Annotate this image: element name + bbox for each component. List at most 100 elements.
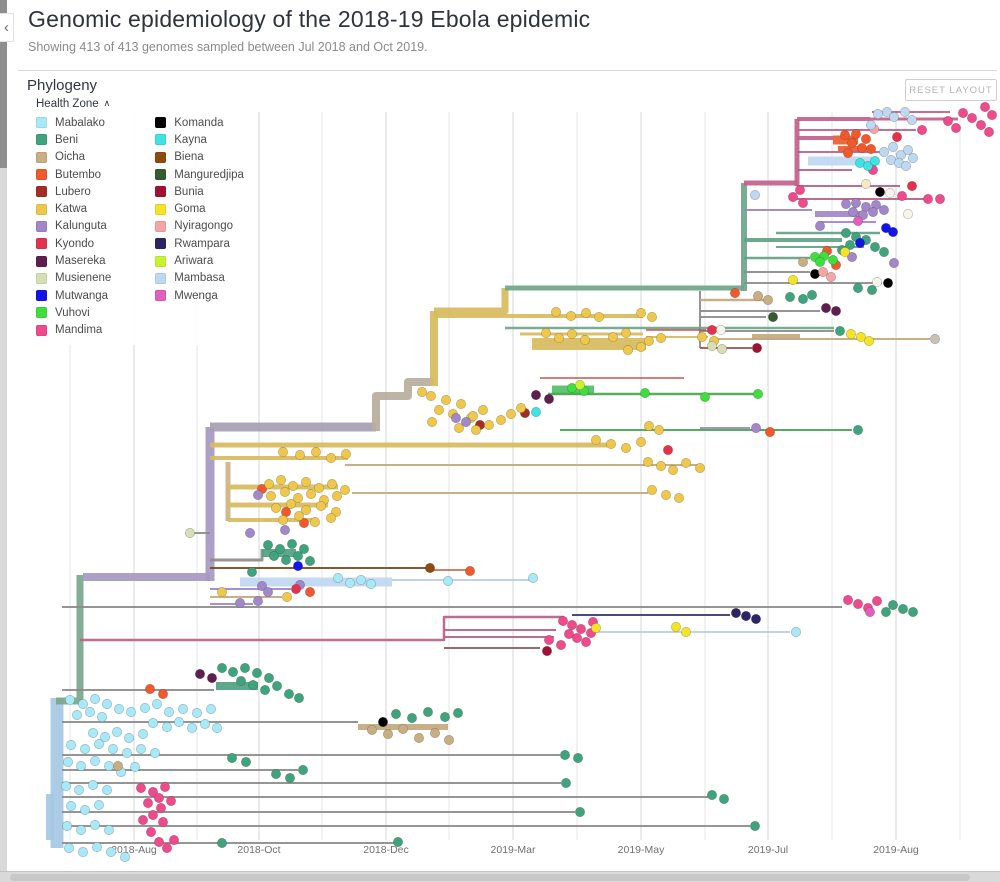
tree-tip[interactable] xyxy=(718,793,729,804)
tree-tip[interactable] xyxy=(274,543,285,554)
tree-tip[interactable] xyxy=(174,716,185,727)
tree-tip[interactable] xyxy=(560,777,571,788)
tree-tip[interactable] xyxy=(158,816,169,827)
tree-tip[interactable] xyxy=(620,442,631,453)
tree-tip[interactable] xyxy=(605,438,616,449)
tree-tip[interactable] xyxy=(277,514,288,525)
tree-tip[interactable] xyxy=(164,706,175,717)
tree-tip[interactable] xyxy=(406,712,417,723)
tree-tip[interactable] xyxy=(639,387,650,398)
tree-tip[interactable] xyxy=(797,293,808,304)
tree-tip[interactable] xyxy=(339,484,350,495)
tree-tip[interactable] xyxy=(845,328,856,339)
legend-item[interactable]: Bunia xyxy=(149,183,244,200)
tree-tip[interactable] xyxy=(842,148,853,159)
tree-tip[interactable] xyxy=(145,683,156,694)
tree-tip[interactable] xyxy=(751,342,762,353)
tree-tip[interactable] xyxy=(122,747,133,758)
tree-tip[interactable] xyxy=(154,792,165,803)
tree-tip[interactable] xyxy=(94,799,105,810)
tree-tip[interactable] xyxy=(97,711,108,722)
tree-tip[interactable] xyxy=(888,112,899,123)
tree-tip[interactable] xyxy=(752,388,763,399)
tree-tip[interactable] xyxy=(794,185,805,196)
legend-item[interactable]: Ariwara xyxy=(149,252,244,269)
tree-tip[interactable] xyxy=(90,755,101,766)
tree-tip[interactable] xyxy=(62,756,73,767)
legend-colorby-toggle[interactable]: Health Zone ∧ xyxy=(36,98,244,111)
tree-tip[interactable] xyxy=(293,510,304,521)
tree-tip[interactable] xyxy=(878,205,889,216)
tree-tip[interactable] xyxy=(138,814,149,825)
tree-tip[interactable] xyxy=(156,802,167,813)
tree-tip[interactable] xyxy=(271,680,282,691)
tree-tip[interactable] xyxy=(143,797,154,808)
tree-tip[interactable] xyxy=(94,738,105,749)
tree-tip[interactable] xyxy=(706,340,717,351)
tree-tip[interactable] xyxy=(65,694,76,705)
tree-tip[interactable] xyxy=(844,240,855,251)
tree-tip[interactable] xyxy=(580,307,591,318)
tree-tip[interactable] xyxy=(750,422,761,433)
tree-tip[interactable] xyxy=(852,598,863,609)
tree-tip[interactable] xyxy=(298,517,309,528)
tree-tip[interactable] xyxy=(285,498,296,509)
tree-tip[interactable] xyxy=(326,478,337,489)
legend-item[interactable]: Biena xyxy=(149,149,244,166)
tree-tip[interactable] xyxy=(422,706,433,717)
tree-tip[interactable] xyxy=(840,199,851,210)
legend-item[interactable]: Beni xyxy=(30,131,111,148)
tree-tip[interactable] xyxy=(814,221,825,232)
tree-tip[interactable] xyxy=(869,156,880,167)
tree-tip[interactable] xyxy=(975,120,986,131)
tree-tip[interactable] xyxy=(247,566,258,577)
tree-tip[interactable] xyxy=(846,138,857,149)
tree-tip[interactable] xyxy=(178,703,189,714)
tree-tip[interactable] xyxy=(140,702,151,713)
tree-tip[interactable] xyxy=(839,247,850,258)
tree-tip[interactable] xyxy=(642,456,653,467)
tree-tip[interactable] xyxy=(297,764,308,775)
tree-tip[interactable] xyxy=(680,626,691,637)
tree-tip[interactable] xyxy=(670,621,681,632)
tree-tip[interactable] xyxy=(834,325,845,336)
tree-tip[interactable] xyxy=(287,480,298,491)
tree-tip[interactable] xyxy=(148,717,159,728)
tree-tip[interactable] xyxy=(426,416,437,427)
tree-tip[interactable] xyxy=(820,302,831,313)
tree-tip[interactable] xyxy=(887,227,898,238)
tree-tip[interactable] xyxy=(729,287,740,298)
tree-tip[interactable] xyxy=(315,500,326,511)
tree-tip[interactable] xyxy=(263,478,274,489)
tree-tip[interactable] xyxy=(847,207,858,218)
horizontal-scrollbar-thumb[interactable] xyxy=(10,874,970,881)
tree-tip[interactable] xyxy=(622,344,633,355)
tree-tip[interactable] xyxy=(279,486,290,497)
tree-tip[interactable] xyxy=(355,574,366,585)
tree-tip[interactable] xyxy=(433,404,444,415)
tree-tip[interactable] xyxy=(887,599,898,610)
tree-branch[interactable] xyxy=(372,378,434,431)
tree-tip[interactable] xyxy=(424,562,435,573)
tree-tip[interactable] xyxy=(443,734,454,745)
tree-tip[interactable] xyxy=(530,406,541,417)
tree-tip[interactable] xyxy=(643,420,654,431)
tree-branch[interactable] xyxy=(210,549,264,562)
tree-tip[interactable] xyxy=(195,668,206,679)
tree-tip[interactable] xyxy=(235,597,246,608)
tree-tip[interactable] xyxy=(262,586,273,597)
tree-tip[interactable] xyxy=(787,192,798,203)
tree-tip[interactable] xyxy=(279,524,290,535)
tree-tip[interactable] xyxy=(185,527,196,538)
tree-tip[interactable] xyxy=(464,565,475,576)
tree-tip[interactable] xyxy=(166,795,177,806)
tree-tip[interactable] xyxy=(293,692,304,703)
tree-tip[interactable] xyxy=(102,784,113,795)
tree-tip[interactable] xyxy=(66,800,77,811)
tree-tip[interactable] xyxy=(154,836,165,847)
tree-tip[interactable] xyxy=(292,492,303,503)
legend-item[interactable]: Mambasa xyxy=(149,270,244,287)
tree-tip[interactable] xyxy=(559,749,570,760)
tree-tip[interactable] xyxy=(854,238,865,249)
tree-tip[interactable] xyxy=(882,277,893,288)
